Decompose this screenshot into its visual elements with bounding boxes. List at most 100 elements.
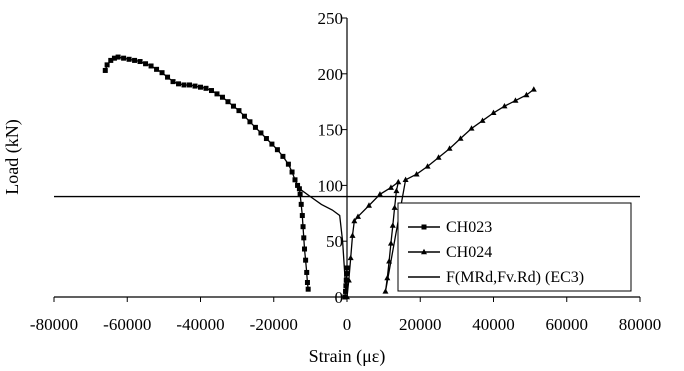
x-tick-label: -20000 xyxy=(250,315,298,334)
y-tick-label: 200 xyxy=(318,65,344,84)
data-point-triangle xyxy=(386,258,393,264)
data-point-triangle xyxy=(512,97,519,103)
data-point-square xyxy=(236,108,242,114)
data-point-triangle xyxy=(389,222,396,228)
y-tick-label: 250 xyxy=(318,9,344,28)
data-point-triangle xyxy=(424,163,431,169)
data-point-square xyxy=(300,224,306,230)
data-point-square xyxy=(154,66,160,72)
data-point-triangle xyxy=(395,178,402,185)
series-layer xyxy=(54,54,640,300)
data-point-square xyxy=(115,54,121,60)
x-tick-label: 40000 xyxy=(472,315,515,334)
series-ch023-branch xyxy=(299,188,347,292)
data-point-square xyxy=(214,91,220,97)
data-point-square xyxy=(295,182,301,188)
data-point-triangle xyxy=(479,117,486,123)
data-point-square xyxy=(192,83,198,89)
data-point-triangle xyxy=(347,254,354,261)
x-tick-label: 80000 xyxy=(619,315,662,334)
data-point-square xyxy=(241,113,247,119)
legend-item: F(MRd,Fv.Rd) (EC3) xyxy=(408,269,584,286)
data-point-square xyxy=(198,84,203,90)
data-point-triangle xyxy=(446,145,453,151)
legend: CH023 CH024 F(MRd,Fv.Rd) (EC3) xyxy=(397,202,632,292)
data-point-triangle xyxy=(351,217,358,224)
data-point-square xyxy=(342,294,348,300)
data-point-square xyxy=(304,279,310,285)
data-point-square xyxy=(165,74,171,80)
data-point-square xyxy=(230,103,236,109)
data-point-triangle xyxy=(413,171,420,177)
data-point-square xyxy=(143,61,149,67)
data-point-square xyxy=(252,124,258,130)
data-point-triangle xyxy=(387,184,394,190)
x-tick-label: -60000 xyxy=(103,315,151,334)
data-point-triangle xyxy=(387,240,394,246)
x-axis-title: Strain (με) xyxy=(309,346,386,367)
data-point-triangle xyxy=(402,176,409,183)
data-point-square xyxy=(132,57,138,63)
data-point-square xyxy=(289,169,295,175)
data-point-triangle xyxy=(530,86,537,92)
x-ticks: -80000 -60000 -40000 -20000 0 20000 40000 60000… xyxy=(30,297,661,334)
y-tick-label: 100 xyxy=(318,176,344,195)
y-tick-label: 0 xyxy=(335,288,344,307)
x-tick-label: 20000 xyxy=(399,315,442,334)
data-point-triangle xyxy=(354,213,361,219)
data-point-triangle xyxy=(391,204,398,210)
data-point-square xyxy=(298,201,304,207)
legend-item: CH024 xyxy=(408,244,492,261)
data-point-square xyxy=(148,63,154,69)
data-point-square xyxy=(274,147,280,153)
data-point-square xyxy=(297,191,303,197)
data-point-square xyxy=(247,119,253,125)
data-point-triangle xyxy=(457,135,464,141)
data-point-square xyxy=(258,130,264,136)
data-point-square xyxy=(344,271,350,277)
data-point-square xyxy=(137,59,143,65)
data-point-square xyxy=(421,224,427,230)
data-point-square xyxy=(176,81,182,87)
data-point-square xyxy=(208,88,214,94)
data-point-triangle xyxy=(376,191,383,197)
data-point-square xyxy=(203,85,209,91)
data-point-square xyxy=(219,94,225,100)
y-axis-title: Load (kN) xyxy=(2,119,23,194)
series-line xyxy=(299,188,347,292)
data-point-square xyxy=(280,153,286,159)
data-point-square xyxy=(225,99,231,105)
x-tick-label: 0 xyxy=(343,315,352,334)
y-tick-label: 50 xyxy=(326,232,343,251)
data-point-square xyxy=(159,70,165,76)
legend-label: CH023 xyxy=(446,219,492,236)
data-point-square xyxy=(343,277,349,283)
data-point-triangle xyxy=(490,109,497,116)
data-point-square xyxy=(301,235,307,241)
data-point-square xyxy=(344,265,350,271)
legend-item: CH023 xyxy=(408,219,492,236)
data-point-square xyxy=(305,286,311,292)
data-point-triangle xyxy=(349,232,356,238)
data-point-square xyxy=(285,161,291,167)
legend-items: CH023 CH024 F(MRd,Fv.Rd) (EC3) xyxy=(408,219,584,286)
data-point-triangle xyxy=(393,187,400,194)
data-point-square xyxy=(111,55,117,61)
data-point-square xyxy=(263,136,269,142)
data-point-triangle xyxy=(344,293,350,300)
data-point-square xyxy=(303,257,309,263)
data-point-triangle xyxy=(382,288,389,294)
x-tick-label: -40000 xyxy=(176,315,224,334)
data-point-triangle xyxy=(501,102,508,109)
data-point-triangle xyxy=(435,154,442,160)
legend-label: CH024 xyxy=(446,244,492,261)
data-point-square xyxy=(302,246,308,252)
data-point-square xyxy=(170,79,176,85)
data-point-square xyxy=(108,57,114,63)
data-point-triangle xyxy=(384,274,391,281)
data-point-square xyxy=(299,213,305,219)
data-point-triangle xyxy=(345,277,352,283)
y-ticks: 0 50 100 150 200 250 xyxy=(318,9,347,307)
data-point-square xyxy=(126,56,132,62)
